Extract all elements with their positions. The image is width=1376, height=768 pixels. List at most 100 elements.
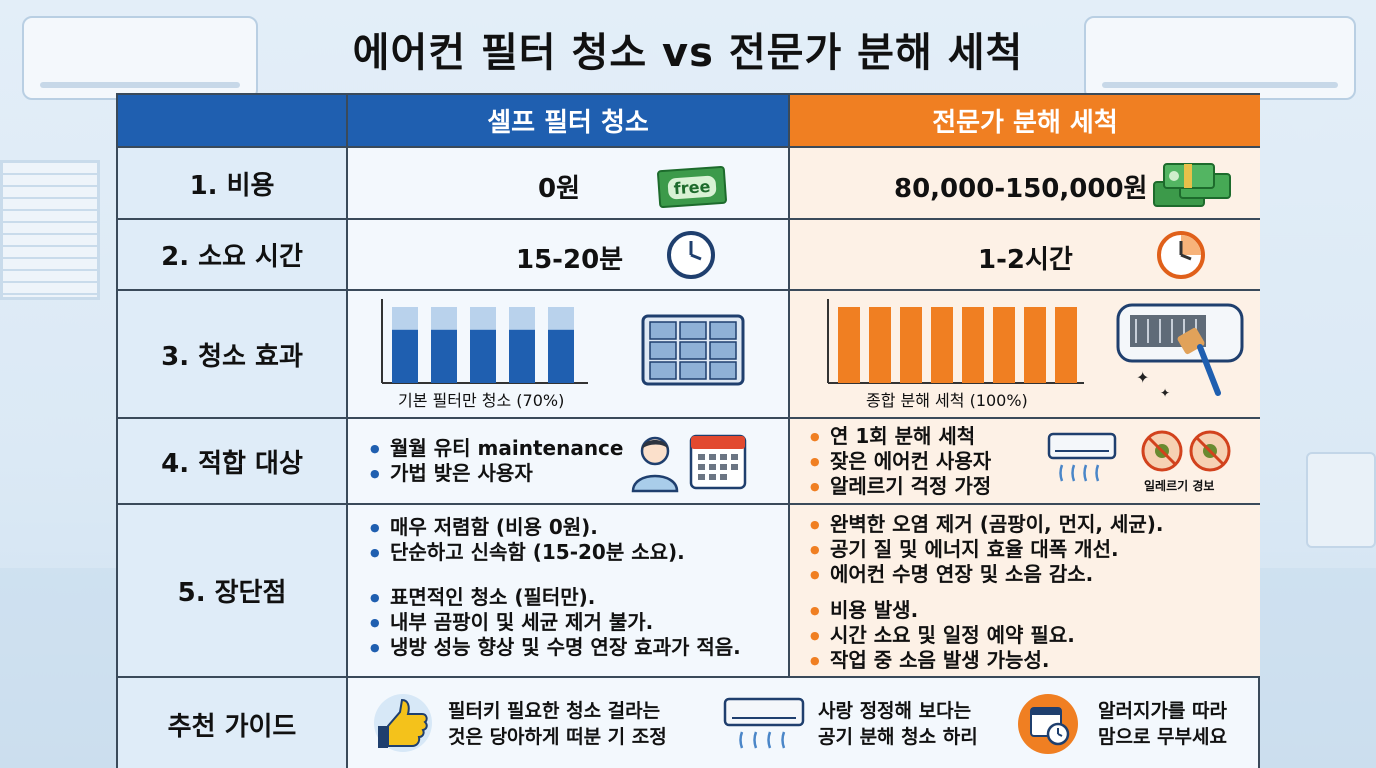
pro-effect-caption: 종합 분해 세척 (100%) (866, 391, 1028, 410)
clock-icon (667, 231, 715, 279)
guide-item-1-line2: 것은 당아하게 떠분 기 조정 (448, 726, 667, 748)
background-window (0, 160, 100, 300)
list-item: 매우 저렴함 (비용 0원). (370, 515, 685, 540)
clock-orange-icon (1157, 231, 1205, 279)
row-cost: 1. 비용 0원 free 80,000-150,000원 (118, 148, 1260, 220)
self-effect-bar (392, 329, 418, 383)
row-guide: 추천 가이드 필터키 필요한 청소 걸라는 것은 당아하게 떠분 기 조정 사랑… (118, 678, 1258, 768)
pro-effect-bar (931, 307, 953, 383)
pro-effect-bar (1024, 307, 1046, 383)
list-item: 완벽한 오염 제거 (곰팡이, 먼지, 세균). (810, 512, 1164, 537)
cell-proscons-pro: 완벽한 오염 제거 (곰팡이, 먼지, 세균). 공기 질 및 에너지 효율 대… (790, 505, 1260, 676)
pro-effect-bar (838, 307, 860, 383)
list-item: 단순하고 신속함 (15-20분 소요). (370, 540, 685, 565)
header-corner (118, 95, 348, 146)
list-item: 잦은 에어컨 사용자 (810, 449, 991, 474)
cell-cost-pro: 80,000-150,000원 (790, 148, 1260, 218)
self-effect-bar-chart (381, 299, 588, 384)
pro-effect-bar (869, 307, 891, 383)
cell-target-pro: 연 1회 분해 세척 잦은 에어컨 사용자 알레르기 걱정 가정 일레르기 경보 (790, 419, 1260, 503)
self-cons-list: 표면적인 청소 (필터만). 내부 곰팡이 및 세균 제거 불가. 냉방 성능 … (370, 585, 741, 660)
self-effect-bar (548, 329, 574, 383)
filter-grid-icon (641, 314, 745, 386)
list-item: 공기 질 및 에너지 효율 대폭 개선. (810, 537, 1164, 562)
row-proscons: 5. 장단점 매우 저렴함 (비용 0원). 단순하고 신속함 (15-20분 … (118, 505, 1260, 678)
guide-item-3-line2: 맘으로 무부세요 (1098, 726, 1227, 748)
header-self: 셀프 필터 청소 (348, 95, 790, 146)
list-item: 비용 발생. (810, 598, 1075, 623)
list-item: 알레르기 걱정 가정 (810, 474, 991, 499)
money-stack-icon (1153, 163, 1231, 207)
list-item: 연 1회 분해 세척 (810, 424, 991, 449)
row-label-proscons: 5. 장단점 (118, 505, 348, 676)
pro-effect-bar (962, 307, 984, 383)
cell-guide: 필터키 필요한 청소 걸라는 것은 당아하게 떠분 기 조정 사랑 정정해 보다… (348, 678, 1258, 768)
pro-pros-list: 완벽한 오염 제거 (곰팡이, 먼지, 세균). 공기 질 및 에너지 효율 대… (810, 512, 1164, 587)
calendar-clock-icon (1018, 694, 1078, 754)
guide-item-3-line1: 알러지가를 따라 (1098, 700, 1227, 722)
money-free-icon: free (656, 165, 728, 209)
allergy-warning-icon (1141, 430, 1231, 472)
self-effect-caption: 기본 필터만 청소 (70%) (398, 391, 565, 410)
row-label-effect: 3. 청소 효과 (118, 291, 348, 417)
list-item: 월월 유티 maintenance (370, 436, 623, 461)
self-effect-bar (470, 329, 496, 383)
cell-proscons-self: 매우 저렴함 (비용 0원). 단순하고 신속함 (15-20분 소요). 표면… (348, 505, 790, 676)
row-effect: 3. 청소 효과 기본 필터만 청소 (70%) 종합 분해 세척 ( (118, 291, 1260, 419)
list-item: 냉방 성능 향상 및 수명 연장 효과가 적음. (370, 635, 741, 660)
guide-item-1: 필터키 필요한 청소 걸라는 것은 당아하게 떠분 기 조정 (448, 698, 667, 750)
svg-text:✦: ✦ (1136, 368, 1149, 387)
cell-time-self: 15-20분 (348, 220, 790, 289)
self-effect-bar (509, 329, 535, 383)
list-item: 에어컨 수명 연장 및 소음 감소. (810, 562, 1164, 587)
list-item: 작업 중 소음 발생 가능성. (810, 648, 1075, 673)
comparison-table: 셀프 필터 청소 전문가 분해 세척 1. 비용 0원 free 80,000-… (116, 93, 1260, 768)
row-label-guide: 추천 가이드 (118, 678, 348, 768)
allergy-icon-caption: 일레르기 경보 (1144, 479, 1215, 493)
row-target: 4. 적합 대상 월월 유티 maintenance 가법 밪은 사용자 연 1… (118, 419, 1260, 505)
guide-item-2-line1: 사랑 정정해 보다는 (818, 700, 972, 722)
time-pro-value: 1-2시간 (978, 245, 1073, 275)
header-pro: 전문가 분해 세척 (790, 95, 1260, 146)
background-fan (1306, 452, 1376, 548)
cell-target-self: 월월 유티 maintenance 가법 밪은 사용자 (348, 419, 790, 503)
time-self-value: 15-20분 (516, 245, 624, 275)
target-self-list: 월월 유티 maintenance 가법 밪은 사용자 (370, 436, 623, 486)
person-icon (631, 436, 679, 493)
page-title: 에어컨 필터 청소 vs 전문가 분해 세척 (352, 30, 1024, 76)
guide-item-3: 알러지가를 따라 맘으로 무부세요 (1098, 698, 1227, 750)
svg-text:✦: ✦ (1160, 386, 1170, 400)
cost-pro-value: 80,000-150,000원 (894, 174, 1148, 204)
list-item: 표면적인 청소 (필터만). (370, 585, 741, 610)
self-pros-list: 매우 저렴함 (비용 0원). 단순하고 신속함 (15-20분 소요). (370, 515, 685, 565)
air-conditioner-icon (723, 697, 805, 749)
cell-effect-pro: 종합 분해 세척 (100%) ✦ ✦ (790, 291, 1260, 417)
free-label: free (667, 174, 717, 200)
calendar-icon (689, 434, 747, 490)
row-time: 2. 소요 시간 15-20분 1-2시간 (118, 220, 1260, 291)
list-item: 내부 곰팡이 및 세균 제거 불가. (370, 610, 741, 635)
cell-time-pro: 1-2시간 (790, 220, 1260, 289)
ac-cleaning-brush-icon: ✦ ✦ (1116, 303, 1244, 400)
row-label-time: 2. 소요 시간 (118, 220, 348, 289)
guide-item-1-line1: 필터키 필요한 청소 걸라는 (448, 700, 661, 722)
pro-cons-list: 비용 발생. 시간 소요 및 일정 예약 필요. 작업 중 소음 발생 가능성. (810, 598, 1075, 673)
thumbs-up-icon (374, 694, 432, 752)
pro-effect-bar (1055, 307, 1077, 383)
pro-effect-bar-chart (827, 299, 1084, 384)
cell-cost-self: 0원 free (348, 148, 790, 218)
list-item: 가법 밪은 사용자 (370, 461, 623, 486)
guide-item-2: 사랑 정정해 보다는 공기 분해 청소 하리 (818, 698, 978, 750)
cost-self-value: 0원 (538, 174, 581, 204)
header-row: 셀프 필터 청소 전문가 분해 세척 (118, 95, 1260, 148)
row-label-target: 4. 적합 대상 (118, 419, 348, 503)
row-label-cost: 1. 비용 (118, 148, 348, 218)
background-air-conditioner-left (22, 16, 258, 100)
pro-effect-bar (900, 307, 922, 383)
air-conditioner-icon (1047, 432, 1117, 482)
cell-effect-self: 기본 필터만 청소 (70%) (348, 291, 790, 417)
self-effect-bar (431, 329, 457, 383)
list-item: 시간 소요 및 일정 예약 필요. (810, 623, 1075, 648)
pro-effect-bar (993, 307, 1015, 383)
target-pro-list: 연 1회 분해 세척 잦은 에어컨 사용자 알레르기 걱정 가정 (810, 424, 991, 499)
